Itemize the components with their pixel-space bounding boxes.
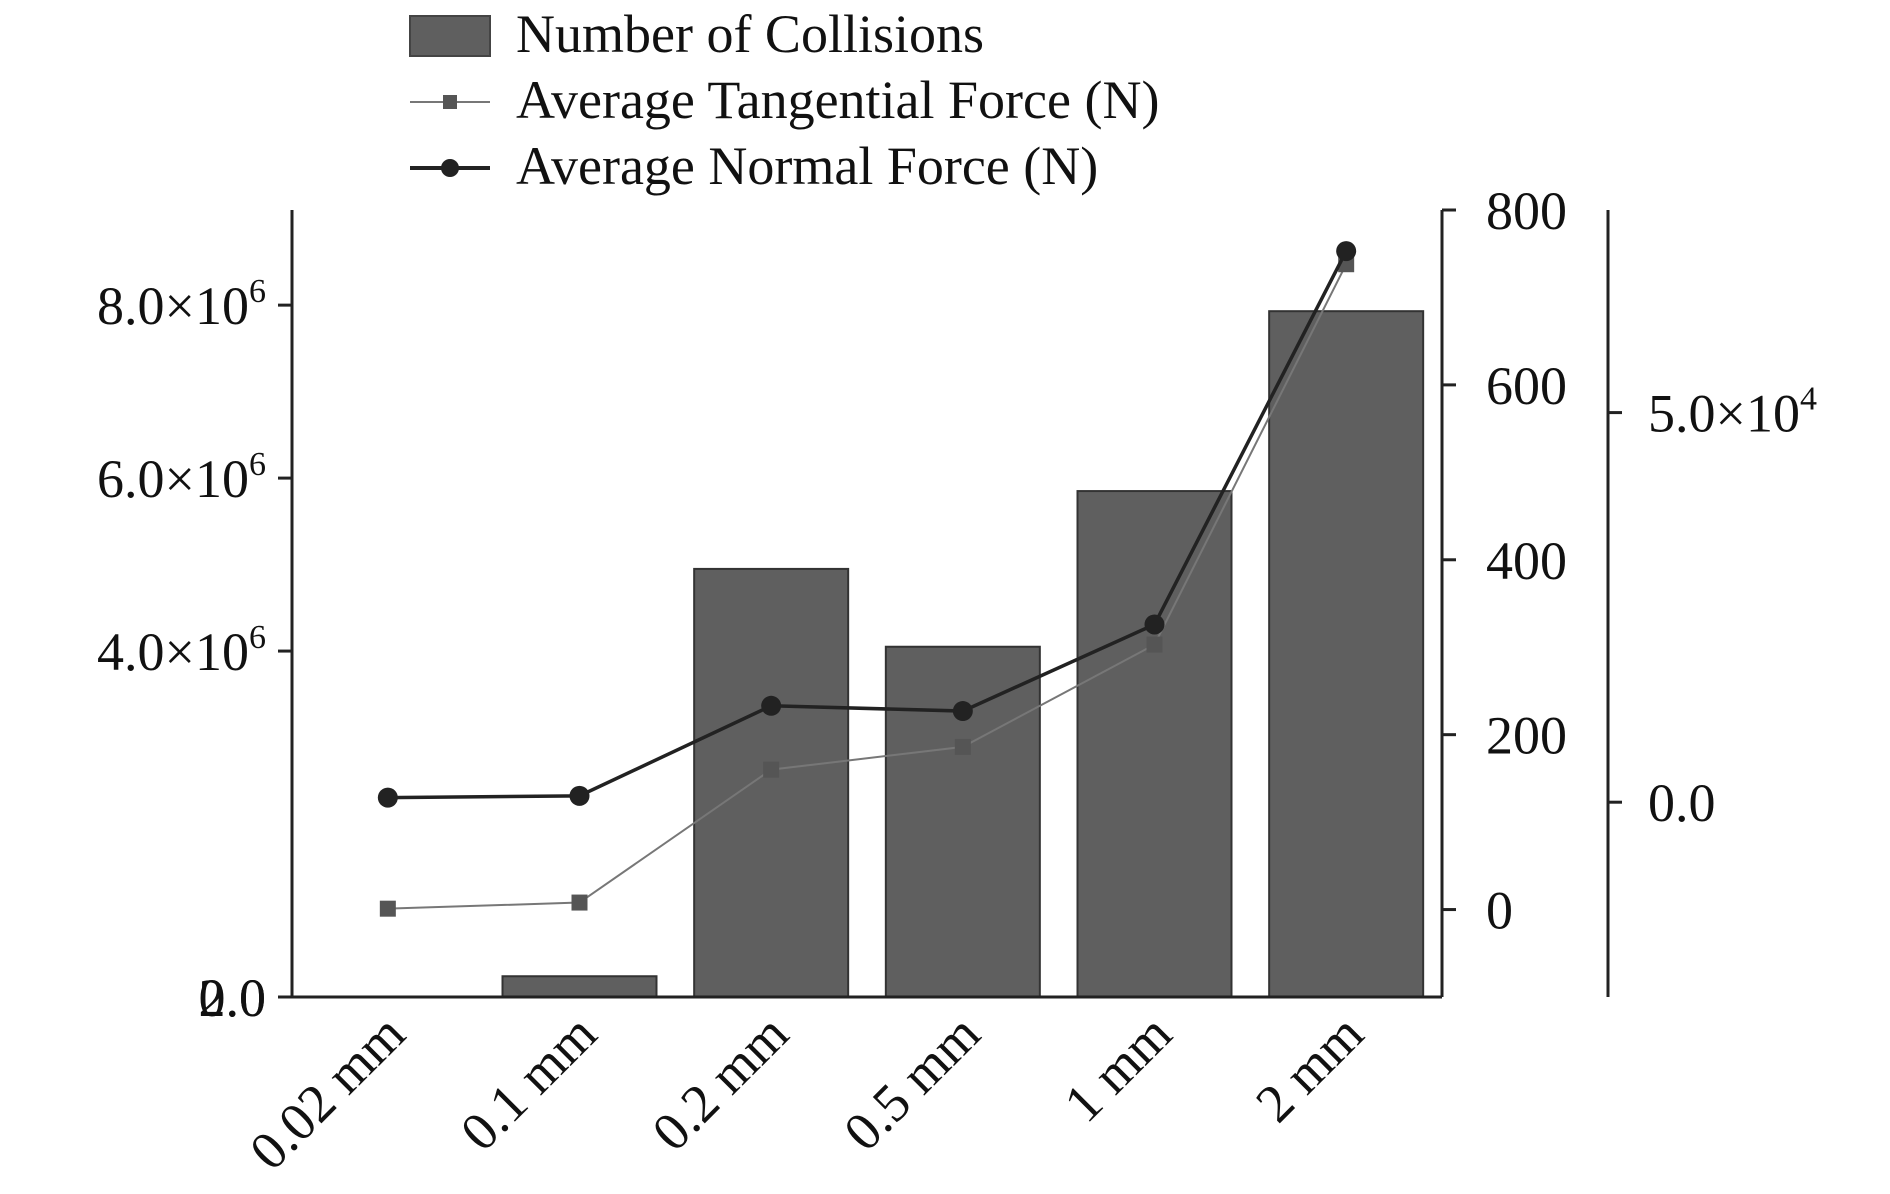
bar-1-mm (1076, 490, 1233, 998)
right-inner-tick-label-0: 0 (1486, 881, 1513, 941)
right-outer-tick-label-1: 5.0×104 (1648, 381, 1817, 444)
tangential-point-0 (379, 900, 396, 917)
left-tick-label-1: 2.0 (199, 968, 267, 1028)
right-inner-tick-label-2: 400 (1486, 531, 1567, 591)
bar-2-mm (1268, 310, 1425, 998)
tangential-point-2 (763, 761, 780, 778)
bar-0_5-mm (884, 645, 1041, 998)
bar-0_2-mm (693, 567, 850, 999)
legend-marker-tangential (443, 95, 457, 109)
normal-point-4 (1144, 614, 1165, 635)
normal-force-line (387, 250, 1348, 800)
left-tick-label-2: 4.0×106 (97, 619, 266, 682)
right-outer-tick-label-0: 0.0 (1648, 773, 1716, 833)
left-tick-label-4: 8.0×106 (97, 273, 266, 336)
right-inner-tick-label-3: 600 (1486, 356, 1567, 416)
lines-layer (377, 241, 1357, 917)
category-label-5: 2 mm (1244, 1003, 1374, 1133)
normal-point-0 (377, 787, 398, 808)
normal-point-1 (569, 785, 590, 806)
normal-point-2 (761, 695, 782, 716)
legend-label-normal: Average Normal Force (N) (516, 136, 1098, 196)
category-label-2: 0.2 mm (641, 1003, 800, 1162)
left-tick-label-0: 0.0 (199, 968, 267, 1028)
tangential-point-1 (571, 894, 588, 911)
legend-label-tangential: Average Tangential Force (N) (516, 70, 1159, 130)
bars-layer (501, 310, 1425, 999)
category-label-3: 0.5 mm (832, 1003, 991, 1162)
category-label-4: 1 mm (1053, 1003, 1183, 1133)
legend-swatch-collisions (409, 15, 491, 57)
legend: Number of Collisions Average Tangential … (409, 4, 1159, 196)
category-label-1: 0.1 mm (449, 1003, 608, 1162)
right-inner-tick-label-4: 800 (1486, 181, 1567, 241)
tangential-point-3 (954, 738, 971, 755)
legend-label-collisions: Number of Collisions (516, 4, 984, 64)
left-tick-label-3: 6.0×106 (97, 446, 266, 509)
bar-0_1-mm (501, 975, 658, 999)
tangential-force-line (387, 263, 1348, 910)
tangential-point-4 (1146, 636, 1163, 653)
right-inner-tick-label-1: 200 (1486, 706, 1567, 766)
legend-marker-normal (441, 159, 459, 177)
category-label-0: 0.02 mm (238, 1003, 416, 1181)
normal-point-3 (952, 701, 973, 722)
normal-point-5 (1336, 241, 1357, 262)
